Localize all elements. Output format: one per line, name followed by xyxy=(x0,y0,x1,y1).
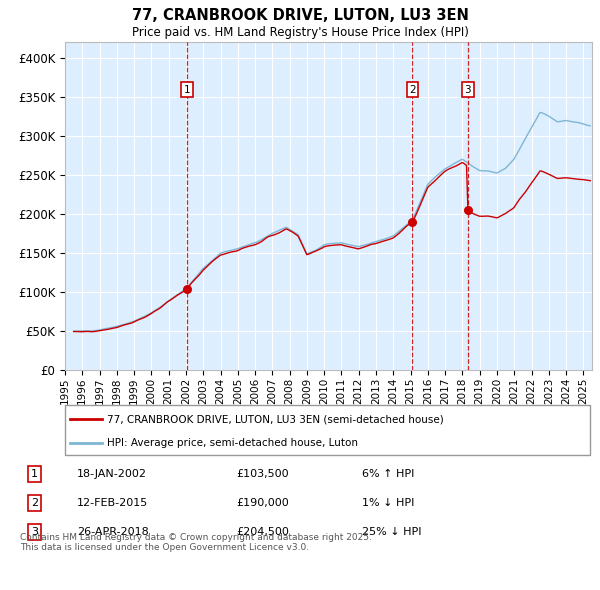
Text: 12-FEB-2015: 12-FEB-2015 xyxy=(77,498,148,508)
Text: £103,500: £103,500 xyxy=(236,469,289,479)
Text: 18-JAN-2002: 18-JAN-2002 xyxy=(77,469,147,479)
Text: 1% ↓ HPI: 1% ↓ HPI xyxy=(362,498,415,508)
Text: 26-APR-2018: 26-APR-2018 xyxy=(77,527,149,537)
Text: 77, CRANBROOK DRIVE, LUTON, LU3 3EN (semi-detached house): 77, CRANBROOK DRIVE, LUTON, LU3 3EN (sem… xyxy=(107,414,444,424)
Text: 25% ↓ HPI: 25% ↓ HPI xyxy=(362,527,421,537)
Text: 1: 1 xyxy=(31,469,38,479)
Text: 1: 1 xyxy=(184,84,190,94)
Text: £204,500: £204,500 xyxy=(236,527,289,537)
Text: 3: 3 xyxy=(464,84,471,94)
Text: 77, CRANBROOK DRIVE, LUTON, LU3 3EN: 77, CRANBROOK DRIVE, LUTON, LU3 3EN xyxy=(131,8,469,23)
Text: £190,000: £190,000 xyxy=(236,498,289,508)
Text: Price paid vs. HM Land Registry's House Price Index (HPI): Price paid vs. HM Land Registry's House … xyxy=(131,26,469,39)
Text: HPI: Average price, semi-detached house, Luton: HPI: Average price, semi-detached house,… xyxy=(107,438,358,447)
FancyBboxPatch shape xyxy=(65,405,590,455)
Text: Contains HM Land Registry data © Crown copyright and database right 2025.
This d: Contains HM Land Registry data © Crown c… xyxy=(20,533,372,552)
Text: 6% ↑ HPI: 6% ↑ HPI xyxy=(362,469,415,479)
Text: 2: 2 xyxy=(409,84,416,94)
Text: 3: 3 xyxy=(31,527,38,537)
Text: 2: 2 xyxy=(31,498,38,508)
